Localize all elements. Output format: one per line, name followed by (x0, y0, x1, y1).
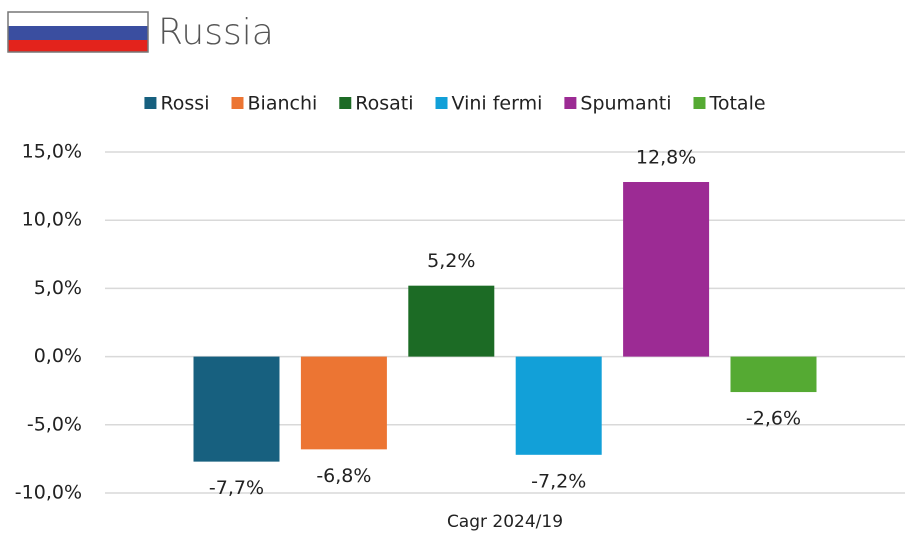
bar (193, 356, 280, 462)
legend-label: Rossi (160, 93, 209, 115)
y-tick-label: -10,0% (15, 482, 82, 504)
legend-swatch (435, 97, 448, 109)
y-tick-label: 15,0% (22, 141, 82, 163)
chart-title: Russia (158, 12, 274, 53)
legend-swatch (339, 97, 352, 109)
bar (623, 182, 710, 357)
y-tick-label: 10,0% (22, 209, 82, 231)
legend-swatch (693, 97, 706, 109)
legend-label: Totale (708, 93, 765, 115)
legend-label: Spumanti (580, 93, 671, 115)
legend-label: Rosati (355, 93, 413, 115)
data-label: 12,8% (636, 147, 696, 169)
y-tick-label: 5,0% (34, 277, 82, 299)
x-tick-label: Cagr 2024/19 (447, 512, 563, 532)
legend-label: Bianchi (248, 93, 318, 115)
data-label: -2,6% (746, 408, 801, 430)
bar (408, 285, 495, 357)
bar (515, 356, 602, 455)
y-tick-label: -5,0% (27, 413, 82, 435)
data-label: -7,7% (209, 477, 264, 499)
bar (300, 356, 387, 450)
y-tick-label: 0,0% (34, 345, 82, 367)
data-label: 5,2% (427, 250, 475, 272)
flag (7, 11, 149, 53)
legend-swatch (564, 97, 577, 109)
data-label: -7,2% (531, 470, 586, 492)
bar (730, 356, 817, 393)
legend-label: Vini fermi (452, 93, 543, 115)
legend-swatch (231, 97, 244, 109)
data-label: -6,8% (316, 465, 371, 487)
legend-swatch (144, 97, 157, 109)
